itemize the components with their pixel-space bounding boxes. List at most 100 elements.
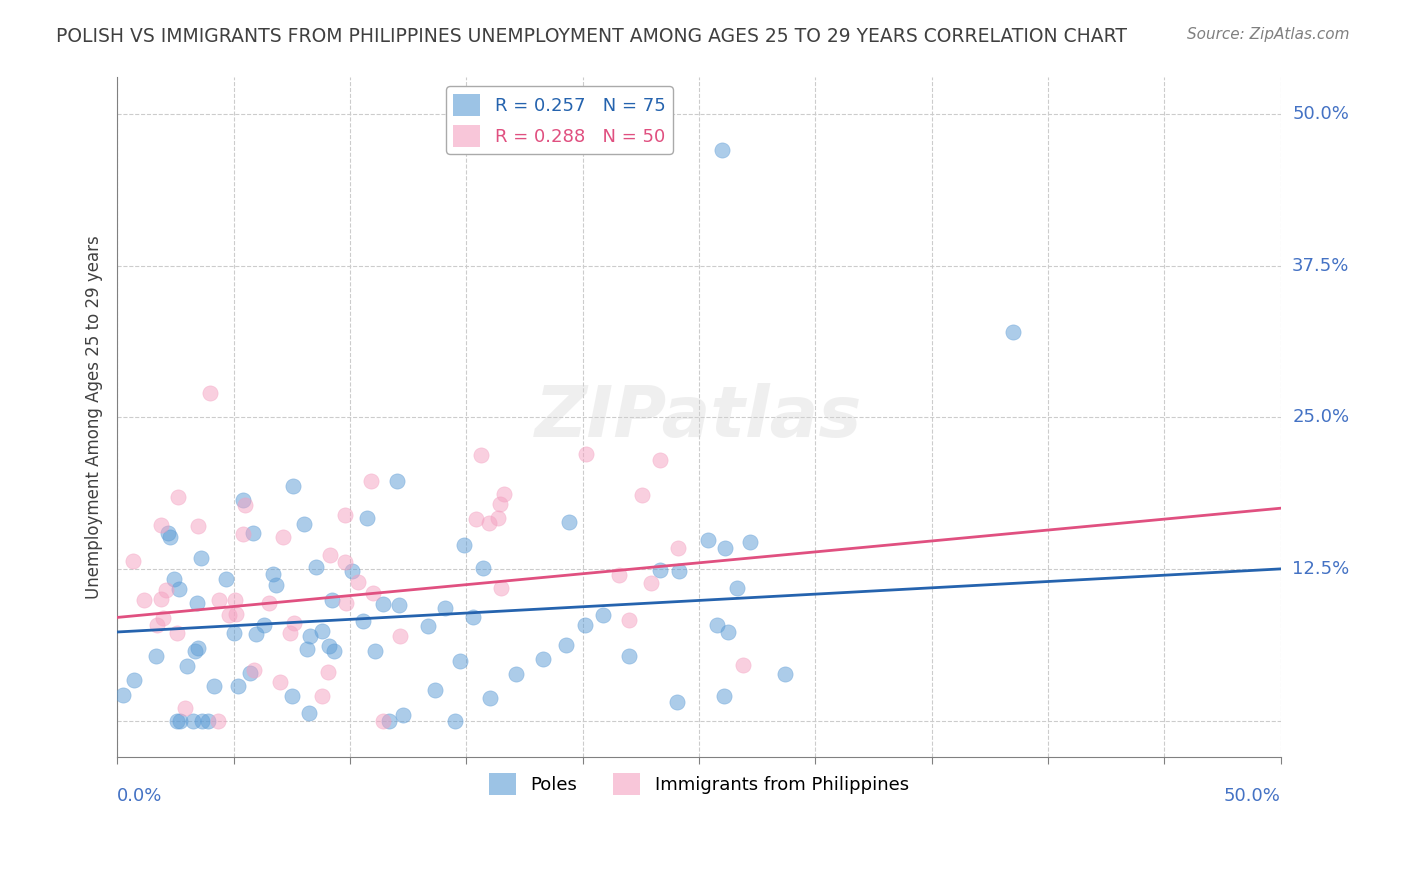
Text: 25.0%: 25.0% bbox=[1292, 409, 1350, 426]
Point bbox=[387, 598, 409, 612]
Point bbox=[323, 644, 346, 658]
Point bbox=[489, 581, 512, 595]
Point bbox=[360, 475, 382, 489]
Text: 50.0%: 50.0% bbox=[1223, 788, 1281, 805]
Text: POLISH VS IMMIGRANTS FROM PHILIPPINES UNEMPLOYMENT AMONG AGES 25 TO 29 YEARS COR: POLISH VS IMMIGRANTS FROM PHILIPPINES UN… bbox=[56, 27, 1128, 45]
Point bbox=[166, 714, 188, 728]
Point bbox=[197, 714, 219, 728]
Point bbox=[235, 498, 257, 512]
Point bbox=[184, 644, 207, 658]
Point bbox=[319, 548, 342, 562]
Point bbox=[558, 515, 581, 529]
Point bbox=[449, 654, 471, 668]
Point bbox=[208, 593, 231, 607]
Y-axis label: Unemployment Among Ages 25 to 29 years: Unemployment Among Ages 25 to 29 years bbox=[86, 235, 103, 599]
Point bbox=[305, 559, 328, 574]
Point bbox=[505, 667, 527, 681]
Point bbox=[648, 453, 671, 467]
Point bbox=[555, 638, 578, 652]
Point bbox=[163, 573, 186, 587]
Point bbox=[733, 657, 755, 672]
Point bbox=[392, 707, 415, 722]
Point bbox=[157, 526, 180, 541]
Point bbox=[378, 714, 401, 728]
Point bbox=[111, 688, 134, 702]
Point bbox=[166, 626, 188, 640]
Point bbox=[298, 629, 321, 643]
Point bbox=[262, 566, 284, 581]
Point bbox=[531, 651, 554, 665]
Point bbox=[711, 143, 734, 157]
Point bbox=[333, 555, 356, 569]
Point bbox=[187, 519, 209, 533]
Point bbox=[183, 714, 205, 728]
Point bbox=[311, 690, 333, 704]
Point bbox=[696, 533, 718, 548]
Point bbox=[257, 596, 280, 610]
Point bbox=[356, 511, 378, 525]
Point bbox=[152, 611, 174, 625]
Text: 0.0%: 0.0% bbox=[117, 788, 163, 805]
Point bbox=[665, 695, 688, 709]
Point bbox=[347, 574, 370, 589]
Point bbox=[617, 648, 640, 663]
Point bbox=[371, 598, 394, 612]
Point bbox=[239, 666, 262, 681]
Point bbox=[607, 568, 630, 582]
Point bbox=[159, 530, 181, 544]
Point bbox=[146, 617, 169, 632]
Point bbox=[292, 517, 315, 532]
Point bbox=[167, 582, 190, 597]
Point bbox=[132, 592, 155, 607]
Point bbox=[714, 541, 737, 556]
Point bbox=[202, 679, 225, 693]
Point bbox=[281, 479, 304, 493]
Point bbox=[215, 573, 238, 587]
Point bbox=[224, 593, 246, 607]
Point bbox=[470, 448, 492, 462]
Point bbox=[1001, 325, 1024, 339]
Point bbox=[226, 679, 249, 693]
Point bbox=[243, 663, 266, 677]
Point bbox=[173, 701, 195, 715]
Point bbox=[453, 538, 475, 552]
Point bbox=[640, 575, 662, 590]
Point bbox=[385, 474, 408, 488]
Point bbox=[200, 386, 222, 401]
Point bbox=[169, 714, 191, 728]
Point bbox=[464, 512, 486, 526]
Point bbox=[122, 673, 145, 687]
Point bbox=[478, 516, 501, 531]
Point bbox=[149, 517, 172, 532]
Point bbox=[389, 629, 412, 643]
Point bbox=[472, 560, 495, 574]
Point bbox=[187, 641, 209, 656]
Point bbox=[295, 642, 318, 657]
Point bbox=[225, 607, 247, 622]
Point bbox=[617, 613, 640, 627]
Point bbox=[489, 497, 512, 511]
Point bbox=[122, 554, 145, 568]
Point bbox=[218, 608, 240, 623]
Point bbox=[150, 591, 173, 606]
Point bbox=[717, 625, 740, 640]
Point bbox=[232, 493, 254, 508]
Point bbox=[444, 714, 467, 728]
Point bbox=[264, 578, 287, 592]
Legend: Poles, Immigrants from Philippines: Poles, Immigrants from Philippines bbox=[482, 766, 917, 802]
Point bbox=[145, 648, 167, 663]
Point bbox=[574, 617, 596, 632]
Point bbox=[740, 535, 762, 549]
Point bbox=[433, 600, 456, 615]
Point bbox=[668, 541, 690, 556]
Point bbox=[318, 639, 340, 653]
Point bbox=[592, 608, 614, 623]
Text: Source: ZipAtlas.com: Source: ZipAtlas.com bbox=[1187, 27, 1350, 42]
Point bbox=[190, 550, 212, 565]
Point bbox=[176, 659, 198, 673]
Text: 37.5%: 37.5% bbox=[1292, 257, 1350, 275]
Point bbox=[340, 564, 363, 578]
Point bbox=[167, 490, 190, 504]
Point bbox=[575, 447, 598, 461]
Text: 12.5%: 12.5% bbox=[1292, 560, 1350, 578]
